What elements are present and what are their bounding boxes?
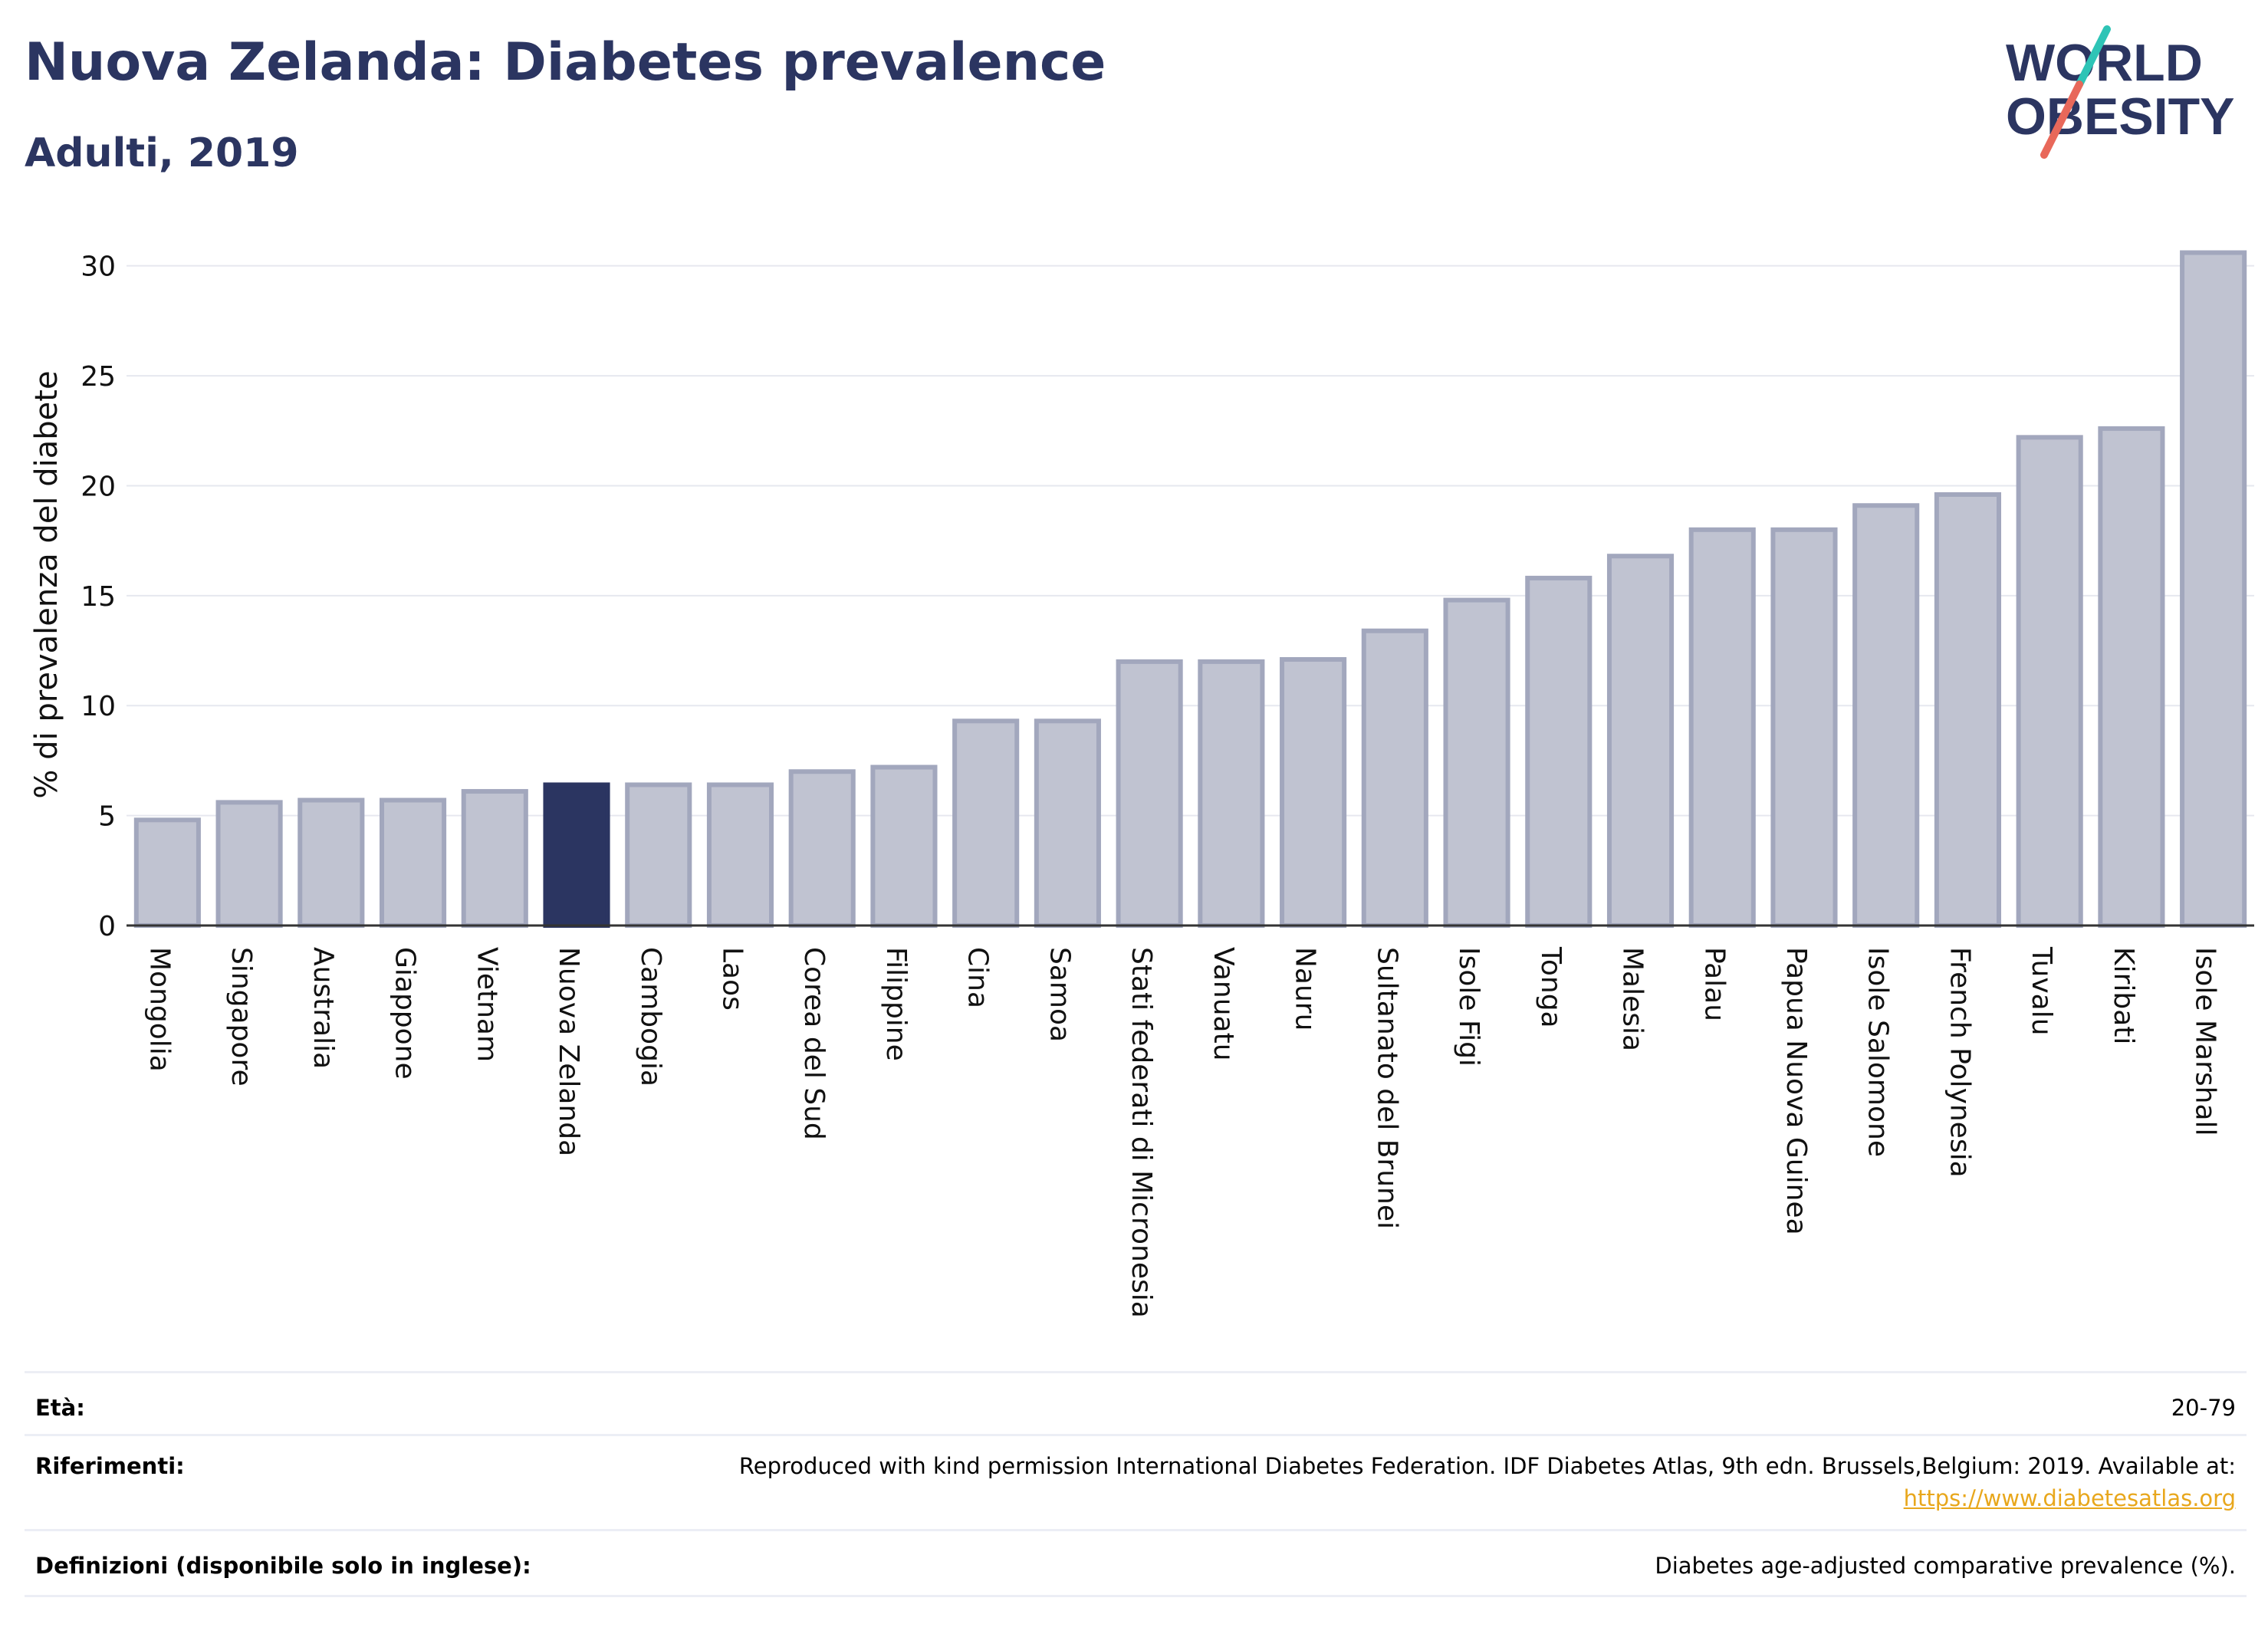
x-tick-label: Kiribati (2108, 947, 2139, 1044)
bar (870, 764, 938, 928)
x-tick-label: French Polynesia (1944, 947, 1975, 1178)
y-tick-label: 5 (98, 801, 116, 833)
bar-chart: 0 5 10 15 20 25 30 Mongolia Singapore Australia G… (29, 250, 2254, 1318)
logo-word-obesity: OBESITY (2006, 87, 2235, 146)
bar (1525, 575, 1593, 929)
world-obesity-logo: WORLD OBESITY (2006, 25, 2235, 159)
x-tick-label: Singapore (225, 947, 257, 1087)
x-tick-label: Corea del Sud (798, 947, 830, 1140)
bar (1770, 527, 1838, 928)
y-tick-label: 25 (81, 361, 116, 393)
bar (297, 797, 365, 928)
bar (461, 789, 528, 928)
x-tick-label: Nauru (1290, 947, 1321, 1031)
x-tick-label: Filippine (880, 947, 912, 1061)
references-label: Riferimenti: (35, 1453, 185, 1479)
bar (1198, 659, 1265, 928)
bar (1116, 659, 1183, 928)
bar (133, 817, 201, 928)
x-tick-label: Isole Marshall (2190, 947, 2221, 1136)
logo-word-world: WORLD (2006, 34, 2203, 92)
x-tick-label: Vanuatu (1208, 947, 1239, 1061)
bar (1606, 554, 1675, 928)
y-tick-label: 0 (98, 911, 116, 942)
bar (625, 782, 692, 929)
x-tick-label: Palau (1698, 947, 1730, 1021)
y-tick-label: 10 (81, 691, 116, 722)
bar (1280, 657, 1347, 928)
chart-subtitle: Adulti, 2019 (25, 130, 299, 176)
bar (1443, 597, 1510, 929)
x-tick-label: Tuvalu (2026, 946, 2057, 1036)
y-tick-labels: 0 5 10 15 20 25 30 (81, 252, 116, 942)
x-tick-label: Australia (307, 947, 339, 1069)
bar-highlighted (543, 782, 610, 929)
bar (2098, 426, 2165, 928)
x-tick-label: Malesia (1617, 947, 1648, 1051)
info-row-age: Età: 20-79 (25, 1371, 2247, 1436)
bar (1852, 503, 1920, 928)
x-tick-label: Vietnam (471, 947, 502, 1062)
y-axis-label: % di prevalenza del diabete (29, 370, 64, 798)
references-link[interactable]: https://www.diabetesatlas.org (1903, 1485, 2236, 1511)
bar (706, 782, 774, 929)
info-row-references: Riferimenti: Reproduced with kind permis… (25, 1434, 2247, 1531)
age-label: Età: (35, 1395, 85, 1421)
definitions-value: Diabetes age-adjusted comparative preval… (1655, 1553, 2236, 1579)
bar (1934, 492, 2001, 928)
bar (1688, 527, 1756, 928)
bar (788, 769, 856, 928)
x-tick-labels: Mongolia Singapore Australia Giappone Vietna… (143, 946, 2220, 1318)
x-tick-label: Sultanato del Brunei (1371, 947, 1402, 1229)
bar (380, 797, 447, 928)
age-value: 20-79 (2171, 1395, 2236, 1421)
x-tick-label: Stati federati di Micronesia (1126, 947, 1157, 1318)
definitions-label: Definizioni (disponibile solo in inglese… (35, 1553, 531, 1579)
y-tick-label: 20 (81, 471, 116, 502)
bar (1361, 628, 1428, 928)
x-tick-label: Isole Salomone (1862, 947, 1894, 1157)
chart-title: Nuova Zelanda: Diabetes prevalence (25, 32, 1106, 93)
info-bottom-rule (25, 1595, 2247, 1597)
bar (1034, 718, 1101, 928)
info-row-definitions: Definizioni (disponibile solo in inglese… (25, 1529, 2247, 1594)
x-tick-label: Tonga (1535, 946, 1566, 1028)
x-tick-label: Cambogia (635, 947, 666, 1087)
x-tick-label: Isole Figi (1453, 947, 1484, 1067)
bar (215, 800, 283, 929)
x-tick-label: Cina (962, 947, 994, 1008)
y-tick-label: 15 (81, 581, 116, 613)
bars (133, 250, 2247, 929)
y-tick-label: 30 (81, 252, 116, 283)
x-tick-label: Laos (716, 947, 748, 1011)
bar (952, 718, 1020, 928)
references-value: Reproduced with kind permission Internat… (738, 1453, 2236, 1479)
logo-slash-coral (2040, 81, 2083, 159)
info-table: Età: 20-79 Riferimenti: Reproduced with … (25, 1371, 2247, 1601)
x-tick-label: Nuova Zelanda (553, 947, 584, 1156)
x-tick-label: Giappone (390, 947, 421, 1080)
bar (2016, 435, 2083, 928)
x-tick-label: Papua Nuova Guinea (1780, 947, 1812, 1235)
logo-slash-teal (2076, 25, 2111, 88)
bar (2180, 250, 2247, 929)
x-tick-label: Samoa (1044, 947, 1075, 1042)
x-tick-label: Mongolia (143, 947, 175, 1072)
